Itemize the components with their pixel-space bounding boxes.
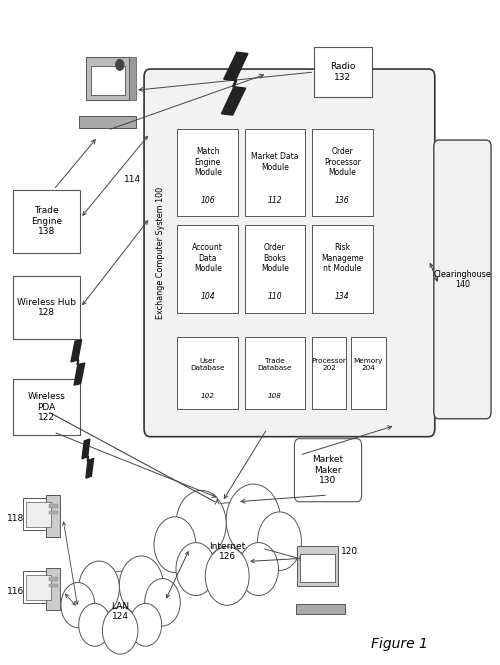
Bar: [312, 337, 346, 409]
Polygon shape: [71, 340, 85, 385]
Circle shape: [61, 583, 95, 628]
Text: 120: 120: [340, 547, 357, 556]
Circle shape: [176, 490, 226, 557]
Text: Trade
Engine
138: Trade Engine 138: [31, 206, 62, 236]
Text: Market Data
Module: Market Data Module: [251, 152, 298, 172]
Text: 136: 136: [335, 196, 349, 205]
Text: 108: 108: [268, 393, 282, 399]
Text: 106: 106: [200, 196, 215, 205]
Text: Processor
202: Processor 202: [312, 358, 346, 371]
FancyBboxPatch shape: [144, 69, 435, 437]
Circle shape: [193, 503, 261, 593]
Text: Wireless Hub
128: Wireless Hub 128: [17, 298, 76, 317]
Bar: [46, 568, 60, 610]
Text: 104: 104: [200, 293, 215, 301]
FancyBboxPatch shape: [434, 140, 491, 419]
Circle shape: [92, 571, 148, 644]
Bar: [178, 129, 238, 216]
Text: Wireless
PDA
122: Wireless PDA 122: [28, 392, 66, 422]
Text: 110: 110: [268, 293, 282, 301]
Bar: [244, 337, 306, 409]
Circle shape: [78, 603, 111, 646]
Bar: [13, 276, 80, 339]
Bar: [90, 66, 125, 95]
Circle shape: [238, 543, 279, 596]
Bar: [300, 554, 334, 582]
Circle shape: [130, 603, 162, 646]
Circle shape: [154, 517, 196, 573]
Text: Risk
Manageme
nt Module: Risk Manageme nt Module: [321, 243, 364, 273]
Text: 134: 134: [335, 293, 349, 301]
Bar: [312, 225, 372, 313]
Text: Clearinghouse
140: Clearinghouse 140: [434, 270, 492, 289]
Circle shape: [258, 512, 302, 571]
Circle shape: [116, 60, 124, 70]
Text: 116: 116: [7, 587, 24, 596]
Text: Radio
132: Radio 132: [330, 63, 355, 82]
Bar: [297, 545, 338, 586]
Bar: [13, 379, 80, 436]
Circle shape: [102, 606, 138, 654]
Text: Market
Maker
130: Market Maker 130: [312, 456, 344, 485]
Text: Exchange Computer System 100: Exchange Computer System 100: [156, 187, 166, 319]
Polygon shape: [222, 53, 248, 115]
Text: 102: 102: [201, 393, 214, 399]
Bar: [48, 504, 58, 508]
Text: 112: 112: [268, 196, 282, 205]
Bar: [79, 116, 136, 128]
Bar: [351, 337, 386, 409]
Bar: [48, 577, 58, 581]
Bar: [26, 575, 52, 600]
Text: Internet
126: Internet 126: [209, 542, 246, 561]
Bar: [129, 57, 136, 100]
Circle shape: [206, 547, 249, 605]
Circle shape: [120, 556, 164, 614]
Text: 118: 118: [7, 514, 24, 523]
Bar: [48, 584, 58, 587]
Bar: [244, 129, 306, 216]
Circle shape: [144, 579, 180, 626]
Text: User
Database: User Database: [190, 358, 225, 371]
Polygon shape: [82, 439, 94, 478]
Text: LAN
124: LAN 124: [111, 602, 129, 621]
Text: Trade
Database: Trade Database: [258, 358, 292, 371]
Text: Memory
204: Memory 204: [354, 358, 383, 371]
Bar: [314, 47, 372, 97]
Bar: [23, 497, 54, 530]
Circle shape: [176, 543, 216, 596]
FancyBboxPatch shape: [294, 439, 362, 501]
Bar: [48, 511, 58, 514]
Text: Match
Engine
Module: Match Engine Module: [194, 147, 222, 177]
Bar: [26, 503, 52, 527]
Circle shape: [78, 561, 120, 615]
Text: Order
Processor
Module: Order Processor Module: [324, 147, 360, 177]
Text: 114: 114: [124, 176, 141, 184]
Bar: [23, 571, 54, 603]
Bar: [244, 225, 306, 313]
Text: Account
Data
Module: Account Data Module: [192, 243, 223, 273]
Bar: [178, 337, 238, 409]
Bar: [86, 57, 129, 100]
Text: Figure 1: Figure 1: [370, 637, 428, 652]
Bar: [312, 129, 372, 216]
Bar: [46, 495, 60, 537]
Circle shape: [226, 484, 280, 557]
Bar: [13, 190, 80, 253]
Bar: [296, 604, 345, 614]
Bar: [178, 225, 238, 313]
Text: Order
Books
Module: Order Books Module: [261, 243, 289, 273]
